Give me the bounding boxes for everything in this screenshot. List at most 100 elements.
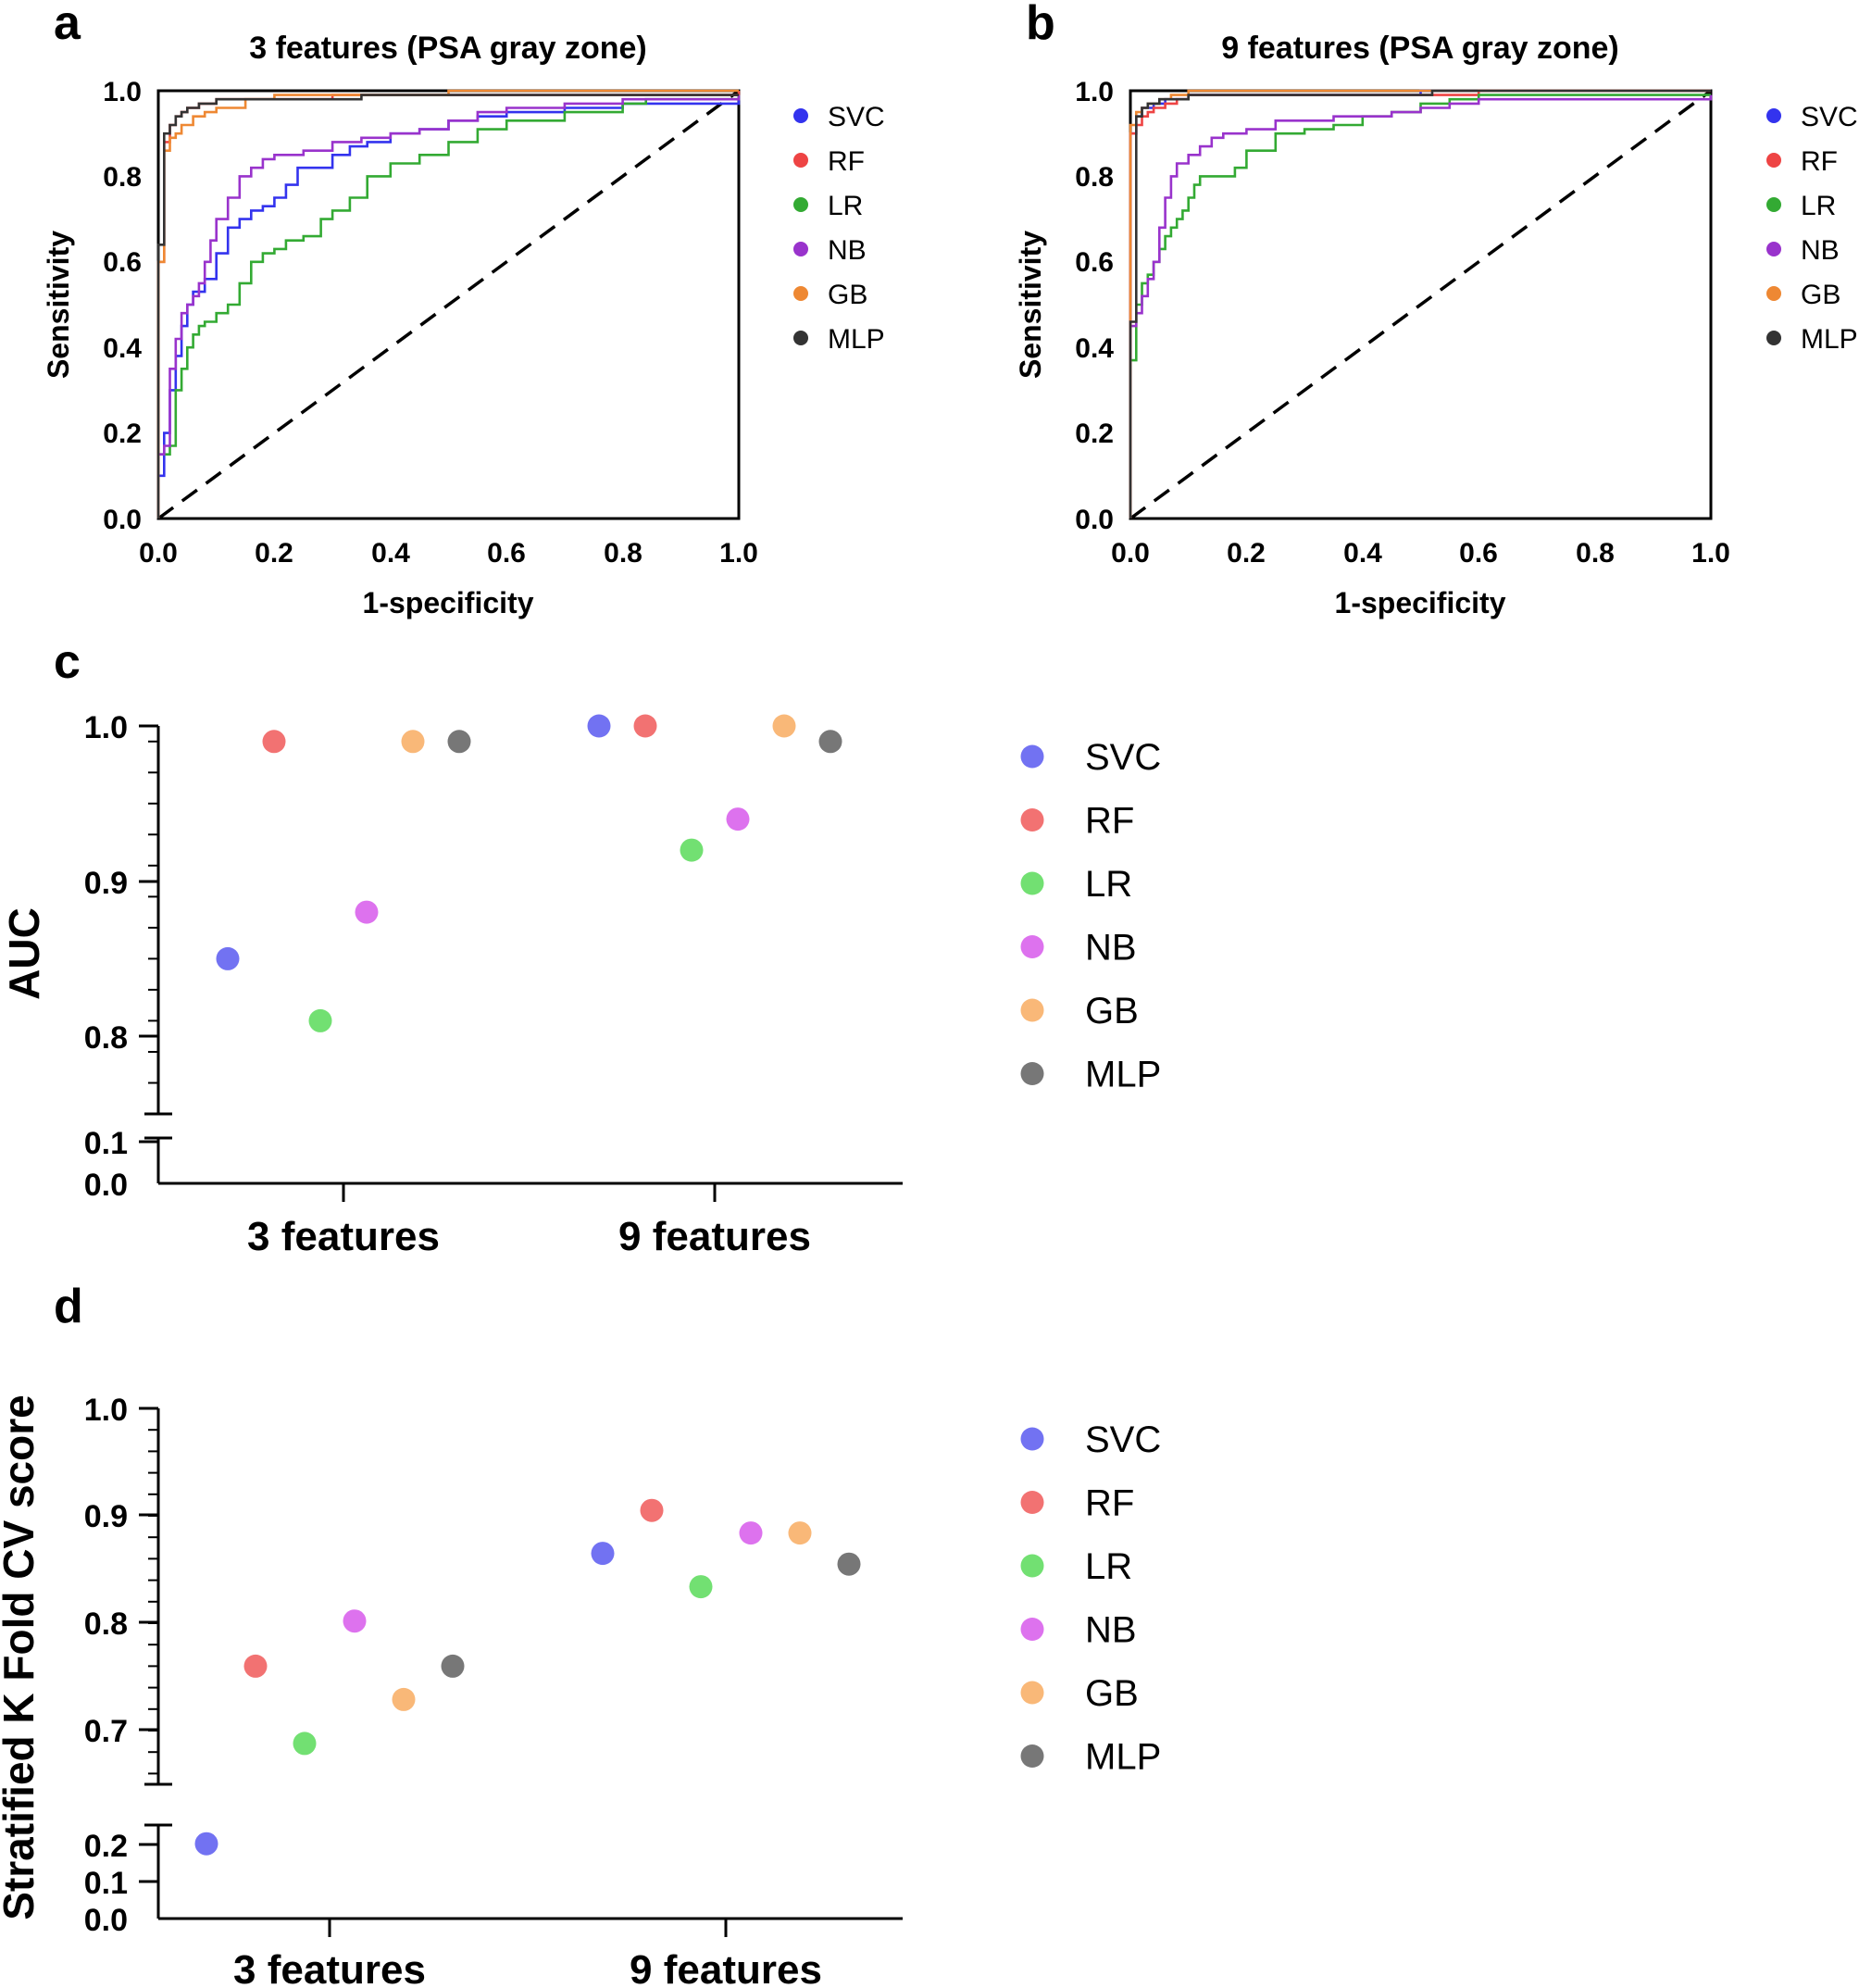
x-tick-label: 0.8: [604, 538, 643, 569]
legend-marker-nb: [1020, 1618, 1044, 1641]
legend-marker-rf: [793, 153, 808, 168]
roc-chart-b: 9 features (PSA gray zone) 0.0 0.2 0.4 0…: [1014, 31, 1858, 619]
legend: SVC RF LR NB GB MLP: [1020, 737, 1161, 1095]
y-tick-label: 0.0: [84, 1903, 128, 1938]
legend-marker-lr: [1766, 197, 1781, 212]
y-tick-label: 0.9: [84, 1499, 128, 1534]
y-tick-label: 1.0: [1075, 77, 1114, 107]
point-svc-9f: [587, 714, 611, 738]
roc-chart-a: 3 features (PSA gray zone) 0.0 0.2 0.4 0…: [42, 31, 885, 619]
point-gb-3f: [401, 730, 425, 754]
roc-curves: [156, 89, 741, 519]
chance-diagonal: [1129, 89, 1713, 520]
y-tick-label: 0.1: [84, 1126, 128, 1161]
y-tick-label: 0.8: [84, 1607, 128, 1642]
y-axis-label: Sensitivity: [1014, 231, 1047, 379]
legend-label-mlp: MLP: [828, 324, 885, 355]
legend: SVC RF LR NB GB MLP: [1020, 1419, 1161, 1778]
point-nb-3f: [343, 1609, 367, 1633]
point-mlp-3f: [447, 730, 471, 754]
roc-curve-nb: [156, 94, 741, 519]
y-tick-label: 0.8: [84, 1020, 128, 1056]
y-tick-label: 0.2: [103, 419, 142, 449]
point-mlp-9f: [837, 1552, 861, 1576]
legend-marker-gb: [793, 286, 808, 301]
y-tick-label: 1.0: [84, 710, 128, 745]
legend-label-lr: LR: [1085, 1546, 1132, 1587]
x-tick-label: 0.2: [255, 538, 293, 569]
auc-scatter-chart: 1.0 0.9 0.8 0.1 0.0 3 features 9 feature…: [0, 710, 1161, 1259]
legend-label-nb: NB: [1085, 1610, 1137, 1651]
y-tick-label: 0.7: [84, 1714, 128, 1749]
roc-curves: [1129, 89, 1713, 519]
roc-curve-lr: [156, 94, 741, 519]
x-category-label: 3 features: [233, 1947, 426, 1988]
legend-label-svc: SVC: [1085, 737, 1161, 778]
y-tick-label: 0.0: [84, 1168, 128, 1203]
legend-marker-gb: [1020, 998, 1044, 1022]
point-nb-9f: [739, 1521, 763, 1545]
legend-marker-mlp: [793, 331, 808, 345]
legend-marker-svc: [1766, 108, 1781, 123]
legend-marker-lr: [793, 197, 808, 212]
scatter-points: [194, 1498, 861, 1856]
point-rf-9f: [633, 714, 657, 738]
legend-label-mlp: MLP: [1801, 324, 1858, 355]
legend-marker-rf: [1020, 808, 1044, 831]
legend-marker-svc: [1020, 1427, 1044, 1451]
legend-marker-lr: [1020, 1554, 1044, 1578]
legend-label-gb: GB: [1085, 991, 1139, 1032]
x-tick-label: 1.0: [1691, 538, 1730, 569]
y-tick-label: 1.0: [84, 1393, 128, 1428]
legend-label-gb: GB: [1085, 1673, 1139, 1714]
point-lr-9f: [689, 1575, 713, 1599]
x-tick-label: 0.4: [1343, 538, 1382, 569]
roc-curve-svc: [156, 94, 741, 519]
legend-label-svc: SVC: [1085, 1419, 1161, 1460]
point-rf-3f: [262, 730, 286, 754]
y-tick-labels: 0.0 0.2 0.4 0.6 0.8 1.0: [1075, 77, 1114, 535]
cv-score-scatter-chart: 1.0 0.9 0.8 0.7 0.2 0.1 0.0 3 features 9…: [0, 1393, 1161, 1988]
panel-letter-b: b: [1026, 0, 1055, 50]
legend-label-mlp: MLP: [1085, 1055, 1161, 1095]
y-axis-label: AUC: [0, 907, 48, 1000]
chart-title: 9 features (PSA gray zone): [1221, 31, 1619, 66]
x-tick-label: 0.6: [487, 538, 526, 569]
y-tick-label: 0.4: [103, 333, 142, 364]
legend-label-rf: RF: [1085, 1483, 1134, 1524]
y-minor-ticks: [148, 1407, 158, 1775]
point-svc-9f: [591, 1542, 615, 1566]
scatter-points: [216, 714, 842, 1032]
y-tick-labels: 0.0 0.2 0.4 0.6 0.8 1.0: [103, 77, 142, 535]
x-tick-labels: 0.0 0.2 0.4 0.6 0.8 1.0: [1111, 538, 1730, 569]
legend-marker-mlp: [1020, 1744, 1044, 1768]
point-svc-3f: [194, 1832, 218, 1856]
point-svc-3f: [216, 946, 240, 970]
x-tick-label: 1.0: [719, 538, 758, 569]
point-gb-3f: [392, 1687, 416, 1711]
roc-curve-lr: [1129, 94, 1711, 519]
chance-diagonal: [156, 89, 741, 520]
point-gb-9f: [772, 714, 796, 738]
y-tick-label: 0.6: [1075, 247, 1114, 278]
x-tick-label: 0.0: [139, 538, 178, 569]
legend-label-nb: NB: [828, 235, 867, 266]
legend-marker-nb: [793, 242, 808, 256]
legend-marker-rf: [1020, 1491, 1044, 1514]
y-tick-label: 0.8: [103, 162, 142, 193]
legend-label-lr: LR: [828, 191, 863, 221]
legend-marker-mlp: [1766, 331, 1781, 345]
point-rf-9f: [640, 1498, 664, 1522]
x-tick-label: 0.0: [1111, 538, 1150, 569]
legend: SVC RF LR NB GB MLP: [1766, 102, 1858, 355]
legend-label-gb: GB: [1801, 280, 1840, 310]
legend-marker-gb: [1020, 1681, 1044, 1705]
legend-marker-mlp: [1020, 1062, 1044, 1085]
legend-label-lr: LR: [1801, 191, 1836, 221]
legend-label-nb: NB: [1801, 235, 1840, 266]
legend-label-rf: RF: [1085, 801, 1134, 842]
y-axis-label: Stratified K Fold CV score: [0, 1394, 43, 1919]
roc-curve-nb: [1129, 94, 1713, 519]
point-nb-3f: [355, 900, 379, 924]
